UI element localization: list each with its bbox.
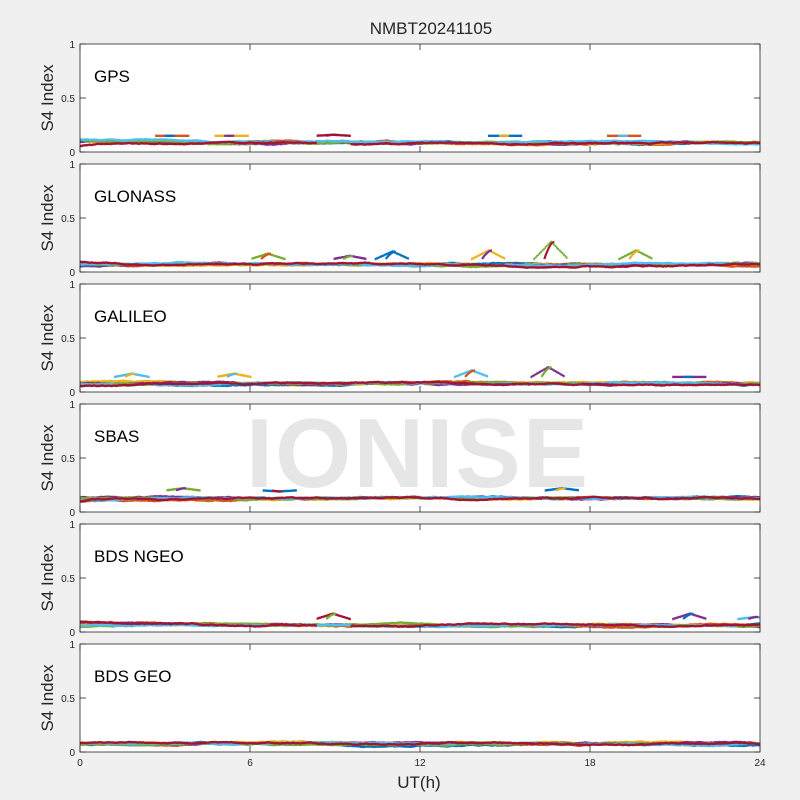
panels-group: 0 0.5 1 S4 Index GPS 0 0.5 1 S4 Index GLONASS 0 0.5… xyxy=(38,40,761,759)
event-peak-marker xyxy=(226,372,238,378)
event-peak-marker xyxy=(628,249,640,260)
panel-sbas: 0 0.5 1 S4 Index SBAS xyxy=(38,400,761,519)
panel-area xyxy=(80,644,760,752)
watermark-text: IONISE xyxy=(246,398,590,508)
y-tick-label: 0.5 xyxy=(61,334,75,345)
x-axis-group: 0 6 12 18 24 xyxy=(77,758,766,769)
x-tick-label: 24 xyxy=(754,758,766,769)
event-peak-marker xyxy=(543,240,555,260)
y-tick-label: 0.5 xyxy=(61,214,75,225)
panel-area xyxy=(80,524,760,632)
y-tick-label: 0 xyxy=(69,148,75,159)
panel-bds-ngeo: 0 0.5 1 S4 Index BDS NGEO xyxy=(38,520,761,639)
panel-area xyxy=(80,404,760,512)
event-peak-marker xyxy=(747,615,759,621)
event-peak-marker xyxy=(325,612,337,620)
event-peak-marker xyxy=(326,133,337,137)
y-tick-label: 0.5 xyxy=(61,694,75,705)
event-peak-marker xyxy=(175,487,187,492)
series-7-points xyxy=(80,260,761,269)
event-peak-marker xyxy=(540,366,552,378)
panel-glonass: 0 0.5 1 S4 Index GLONASS xyxy=(38,160,761,279)
series-7-points xyxy=(80,133,761,148)
series-7-points xyxy=(80,612,761,629)
panel-label: GPS xyxy=(94,67,130,86)
y-tick-label: 0.5 xyxy=(61,454,75,465)
event-peak-marker xyxy=(124,372,136,378)
figure-title: NMBT20241105 xyxy=(370,19,493,38)
series-7-points xyxy=(80,380,761,388)
series-points xyxy=(80,740,761,749)
y-tick-label: 0.5 xyxy=(61,574,75,585)
panel-bds-geo: 0 0.5 1 S4 Index BDS GEO xyxy=(38,640,761,759)
x-tick-label: 0 xyxy=(77,758,83,769)
panel-label: BDS NGEO xyxy=(94,547,184,566)
y-tick-label: 0 xyxy=(69,748,75,759)
y-tick-label: 1 xyxy=(69,520,75,531)
panel-galileo: 0 0.5 1 S4 Index GALILEO xyxy=(38,280,761,399)
x-tick-label: 18 xyxy=(584,758,596,769)
series-points xyxy=(80,133,761,148)
series-points xyxy=(80,366,761,388)
y-axis-label: S4 Index xyxy=(38,424,57,492)
event-peak-marker xyxy=(384,250,396,260)
y-tick-label: 1 xyxy=(69,280,75,291)
panel-gps: 0 0.5 1 S4 Index GPS xyxy=(38,40,761,159)
series-points xyxy=(80,487,761,503)
event-peak-marker xyxy=(481,249,493,260)
y-axis-label: S4 Index xyxy=(38,64,57,132)
x-tick-label: 6 xyxy=(247,758,253,769)
series-points xyxy=(80,612,761,629)
y-tick-label: 0 xyxy=(69,268,75,279)
y-tick-label: 0 xyxy=(69,388,75,399)
panel-label: SBAS xyxy=(94,427,139,446)
event-peak-marker xyxy=(260,252,272,260)
panel-area xyxy=(80,164,760,272)
x-axis-label: UT(h) xyxy=(397,773,440,792)
panel-label: BDS GEO xyxy=(94,667,171,686)
y-tick-label: 0 xyxy=(69,508,75,519)
y-axis-label: S4 Index xyxy=(38,544,57,612)
x-tick-label: 12 xyxy=(414,758,426,769)
y-tick-label: 1 xyxy=(69,640,75,651)
event-peak-marker xyxy=(342,254,354,260)
y-tick-label: 0.5 xyxy=(61,94,75,105)
series-7-points xyxy=(80,740,761,747)
event-peak-marker xyxy=(272,489,283,493)
event-peak-marker xyxy=(464,369,476,378)
y-axis-label: S4 Index xyxy=(38,304,57,372)
panel-area xyxy=(80,44,760,152)
event-peak-marker xyxy=(682,612,694,620)
y-axis-label: S4 Index xyxy=(38,184,57,252)
series-7-points xyxy=(80,495,761,503)
y-axis-label: S4 Index xyxy=(38,664,57,732)
panel-label: GLONASS xyxy=(94,187,176,206)
panel-label: GALILEO xyxy=(94,307,167,326)
event-peak-marker xyxy=(555,487,566,492)
series-points xyxy=(80,240,761,269)
y-tick-label: 1 xyxy=(69,160,75,171)
panel-area xyxy=(80,284,760,392)
y-tick-label: 1 xyxy=(69,40,75,51)
y-tick-label: 1 xyxy=(69,400,75,411)
y-tick-label: 0 xyxy=(69,628,75,639)
